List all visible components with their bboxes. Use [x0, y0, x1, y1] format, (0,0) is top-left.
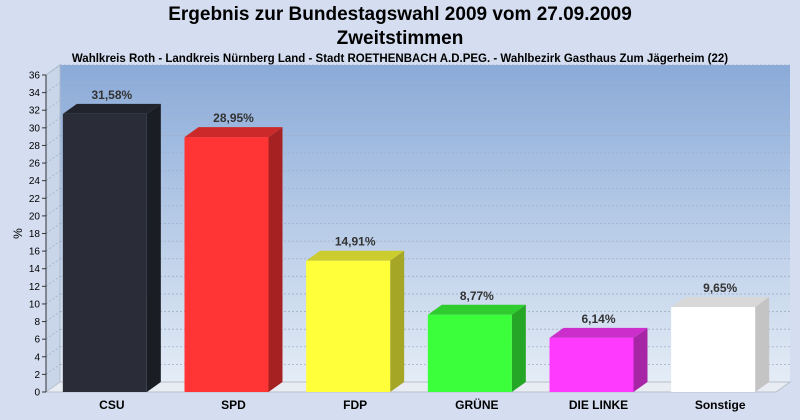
bar-top [549, 327, 648, 338]
y-tick-label: 10 [29, 299, 41, 310]
bar [671, 297, 770, 392]
x-tick-label: SPD [221, 398, 246, 412]
grid-line-side [45, 293, 61, 305]
grid-line-side [45, 82, 61, 93]
y-tick-label: 26 [29, 159, 41, 170]
bar-side [511, 304, 526, 392]
bar-front [549, 337, 634, 392]
grid-line-side [45, 276, 61, 287]
y-tick-label: 36 [29, 71, 41, 82]
y-tick-label: 28 [29, 141, 41, 152]
y-tick-label: 30 [29, 123, 41, 134]
y-axis-label: % [11, 228, 25, 239]
bar-top [427, 304, 526, 315]
grid-line-side [45, 311, 61, 322]
grid-line-side [45, 135, 61, 146]
grid-line-side [45, 205, 61, 217]
bar-front [184, 137, 269, 392]
grid-line-side [45, 364, 61, 375]
bar [184, 127, 283, 393]
y-tick-label: 12 [29, 282, 41, 293]
y-tick-label: 16 [29, 247, 41, 258]
bar [306, 250, 405, 392]
bar-front [62, 113, 147, 392]
chart-title: Ergebnis zur Bundestagswahl 2009 vom 27.… [168, 4, 632, 25]
bar-value-label: 28,95% [213, 111, 254, 125]
x-tick-label: DIE LINKE [569, 398, 628, 412]
bar-top [671, 297, 770, 308]
bar-top [184, 127, 283, 138]
bar-front [427, 314, 512, 392]
grid-line-side [45, 117, 61, 129]
grid-line-side [45, 346, 61, 358]
bar-top [306, 250, 405, 261]
y-tick-label: 6 [34, 335, 40, 346]
bar-side [146, 103, 161, 392]
y-tick-label: 18 [29, 229, 41, 240]
grid-line-side [45, 328, 61, 340]
x-tick-label: CSU [99, 398, 124, 412]
y-tick-label: 20 [29, 211, 41, 222]
grid-line-side [45, 170, 61, 181]
y-tick-label: 24 [29, 176, 41, 187]
grid-line-side [45, 223, 61, 234]
grid-line-side [45, 258, 61, 270]
bar [549, 327, 648, 392]
y-tick-label: 4 [34, 352, 40, 363]
bar-side [633, 327, 648, 392]
y-tick-label: 32 [29, 106, 41, 117]
y-tick-label: 14 [29, 264, 41, 275]
grid-line-side [45, 152, 61, 164]
grid-line-side [45, 64, 61, 76]
y-tick-label: 34 [29, 88, 41, 99]
bar [427, 304, 526, 392]
bar-value-label: 14,91% [335, 235, 376, 249]
grid-line-side [45, 240, 61, 252]
bar [62, 103, 161, 392]
y-tick-label: 22 [29, 194, 41, 205]
y-tick-label: 8 [34, 317, 40, 328]
bar-side [390, 250, 405, 392]
bar-value-label: 9,65% [703, 281, 737, 295]
bar-value-label: 6,14% [581, 312, 615, 326]
bar-side [755, 297, 770, 392]
chart-district-label: Wahlkreis Roth - Landkreis Nürnberg Land… [71, 53, 729, 65]
x-tick-label: FDP [343, 398, 367, 412]
bar-side [268, 127, 283, 393]
grid-line-side [45, 187, 61, 199]
bar-value-label: 31,58% [91, 88, 132, 102]
y-tick-label: 0 [34, 388, 40, 399]
y-tick-label: 2 [34, 370, 40, 381]
bar-front [671, 307, 756, 392]
chart-subtitle: Zweitstimmen [336, 28, 464, 49]
x-tick-label: GRÜNE [455, 397, 498, 412]
bar-front [306, 260, 391, 392]
x-tick-label: Sonstige [695, 398, 746, 412]
grid-line-side [45, 99, 61, 111]
bar-top [62, 103, 161, 114]
bar-value-label: 8,77% [460, 289, 494, 303]
